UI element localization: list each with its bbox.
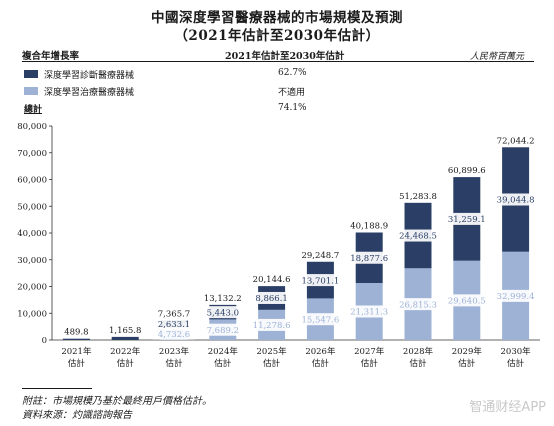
x-tick-label-year: 2021年 [61, 346, 92, 357]
header-rule [22, 61, 534, 62]
data-label-bg [201, 306, 244, 319]
data-label-diagnostic: 13,701.1 [301, 276, 339, 286]
bar-diagnostic [62, 338, 90, 340]
legend-label-therapeutic: 深度學習治療醫療器械 [44, 88, 135, 98]
data-label-diagnostic: 31,259.1 [448, 215, 486, 225]
footnote-note: 附註：市場規模乃基於最終用戶價格估計。 [22, 396, 212, 407]
x-tick-label-suffix: 估計 [361, 358, 379, 369]
data-label-bg [491, 289, 540, 302]
x-tick-label-year: 2029年 [452, 346, 483, 357]
data-label-bg [345, 251, 393, 264]
cagr-diagnostic: 62.7% [278, 68, 307, 78]
legend-swatch-therapeutic [24, 87, 38, 95]
cagr-header: 複合年增長率 [22, 51, 80, 62]
data-label-bg [491, 193, 540, 206]
data-label-therapeutic: 7,689.2 [207, 326, 239, 336]
x-tick-label-suffix: 估計 [165, 358, 183, 369]
total-label: 20,144.6 [253, 275, 291, 285]
data-label-diagnostic: 8,866.1 [255, 294, 287, 304]
unit-label: 人民幣百萬元 [470, 52, 525, 62]
y-tick-label: 60,000 [17, 176, 47, 186]
data-label-therapeutic: 32,999.4 [497, 292, 535, 302]
x-tick-label-year: 2026年 [305, 346, 336, 357]
data-label-bg [152, 327, 196, 340]
data-label-therapeutic: 21,311.3 [350, 308, 388, 318]
x-tick-label-suffix: 估計 [507, 358, 525, 369]
total-label: 51,283.8 [399, 192, 437, 202]
y-tick-label: 40,000 [17, 229, 47, 239]
data-label-bg [247, 318, 296, 331]
x-tick-label-suffix: 估計 [312, 358, 330, 369]
data-label-therapeutic: 26,815.3 [399, 300, 437, 310]
data-label-bg [250, 291, 293, 304]
total-label: 29,248.7 [301, 251, 339, 261]
data-label-diagnostic: 18,877.6 [350, 254, 388, 264]
x-tick-label-suffix: 估計 [409, 358, 427, 369]
y-tick-label: 80,000 [17, 122, 47, 132]
data-label-bg [394, 298, 442, 311]
total-label: 489.8 [64, 328, 88, 338]
x-tick-label-year: 2028年 [403, 346, 434, 357]
total-label: 總計 [24, 105, 43, 115]
data-label-diagnostic: 2,633.1 [158, 320, 190, 330]
cagr-therapeutic: 不適用 [278, 88, 306, 98]
x-tick-label-suffix: 估計 [214, 358, 232, 369]
chart-title: 中國深度學習醫療器械的市場規模及預測 [151, 10, 403, 26]
y-tick-label: 10,000 [17, 309, 47, 319]
x-tick-label-suffix: 估計 [117, 358, 135, 369]
total-label: 60,899.6 [448, 166, 486, 176]
data-label-bg [152, 317, 196, 330]
data-label-bg [201, 323, 244, 336]
data-label-bg [345, 305, 393, 318]
footnote-source: 資料來源：灼識諮詢報告 [22, 410, 132, 421]
footnote-rule [22, 388, 92, 389]
total-label: 40,188.9 [350, 221, 388, 231]
data-label-diagnostic: 5,443.0 [207, 308, 239, 318]
data-label-bg [296, 313, 345, 326]
data-label-therapeutic: 11,278.6 [253, 321, 291, 331]
y-tick-label: 0 [42, 336, 47, 346]
total-label: 72,044.2 [497, 136, 535, 146]
y-tick-label: 20,000 [17, 283, 47, 293]
y-tick-label: 50,000 [17, 202, 47, 212]
data-label-therapeutic: 4,732.6 [158, 330, 190, 340]
y-tick-label: 30,000 [17, 256, 47, 266]
watermark: 智通财经APP [469, 400, 546, 415]
x-tick-label-year: 2025年 [257, 346, 288, 357]
period-header: 2021年估計至2030年估計 [225, 51, 345, 62]
x-tick-label-suffix: 估計 [263, 358, 281, 369]
y-tick-label: 70,000 [17, 149, 47, 159]
x-tick-label-year: 2023年 [159, 346, 190, 357]
legend-swatch-diagnostic [24, 70, 38, 78]
data-label-bg [443, 212, 491, 225]
cagr-total: 74.1% [278, 103, 307, 113]
x-tick-label-year: 2022年 [110, 346, 141, 357]
data-label-therapeutic: 29,640.5 [448, 297, 486, 307]
legend-label-diagnostic: 深度學習診斷醫療器械 [44, 71, 135, 81]
data-label-therapeutic: 15,547.6 [301, 315, 339, 325]
data-label-bg [394, 229, 442, 242]
data-label-bg [296, 274, 345, 287]
total-label: 13,132.2 [204, 294, 242, 304]
x-tick-label-suffix: 估計 [68, 358, 86, 369]
x-tick-label-suffix: 估計 [458, 358, 476, 369]
total-label: 7,365.7 [158, 309, 190, 319]
x-tick-label-year: 2024年 [208, 346, 239, 357]
bar-diagnostic [111, 336, 139, 340]
x-tick-label-year: 2027年 [354, 346, 385, 357]
data-label-diagnostic: 39,044.8 [497, 196, 535, 206]
data-label-diagnostic: 24,468.5 [399, 232, 437, 242]
chart-subtitle: （2021年估計至2030年估計） [174, 28, 380, 44]
x-tick-label-year: 2030年 [501, 346, 532, 357]
total-label: 1,165.8 [109, 326, 141, 336]
data-label-bg [443, 294, 491, 307]
